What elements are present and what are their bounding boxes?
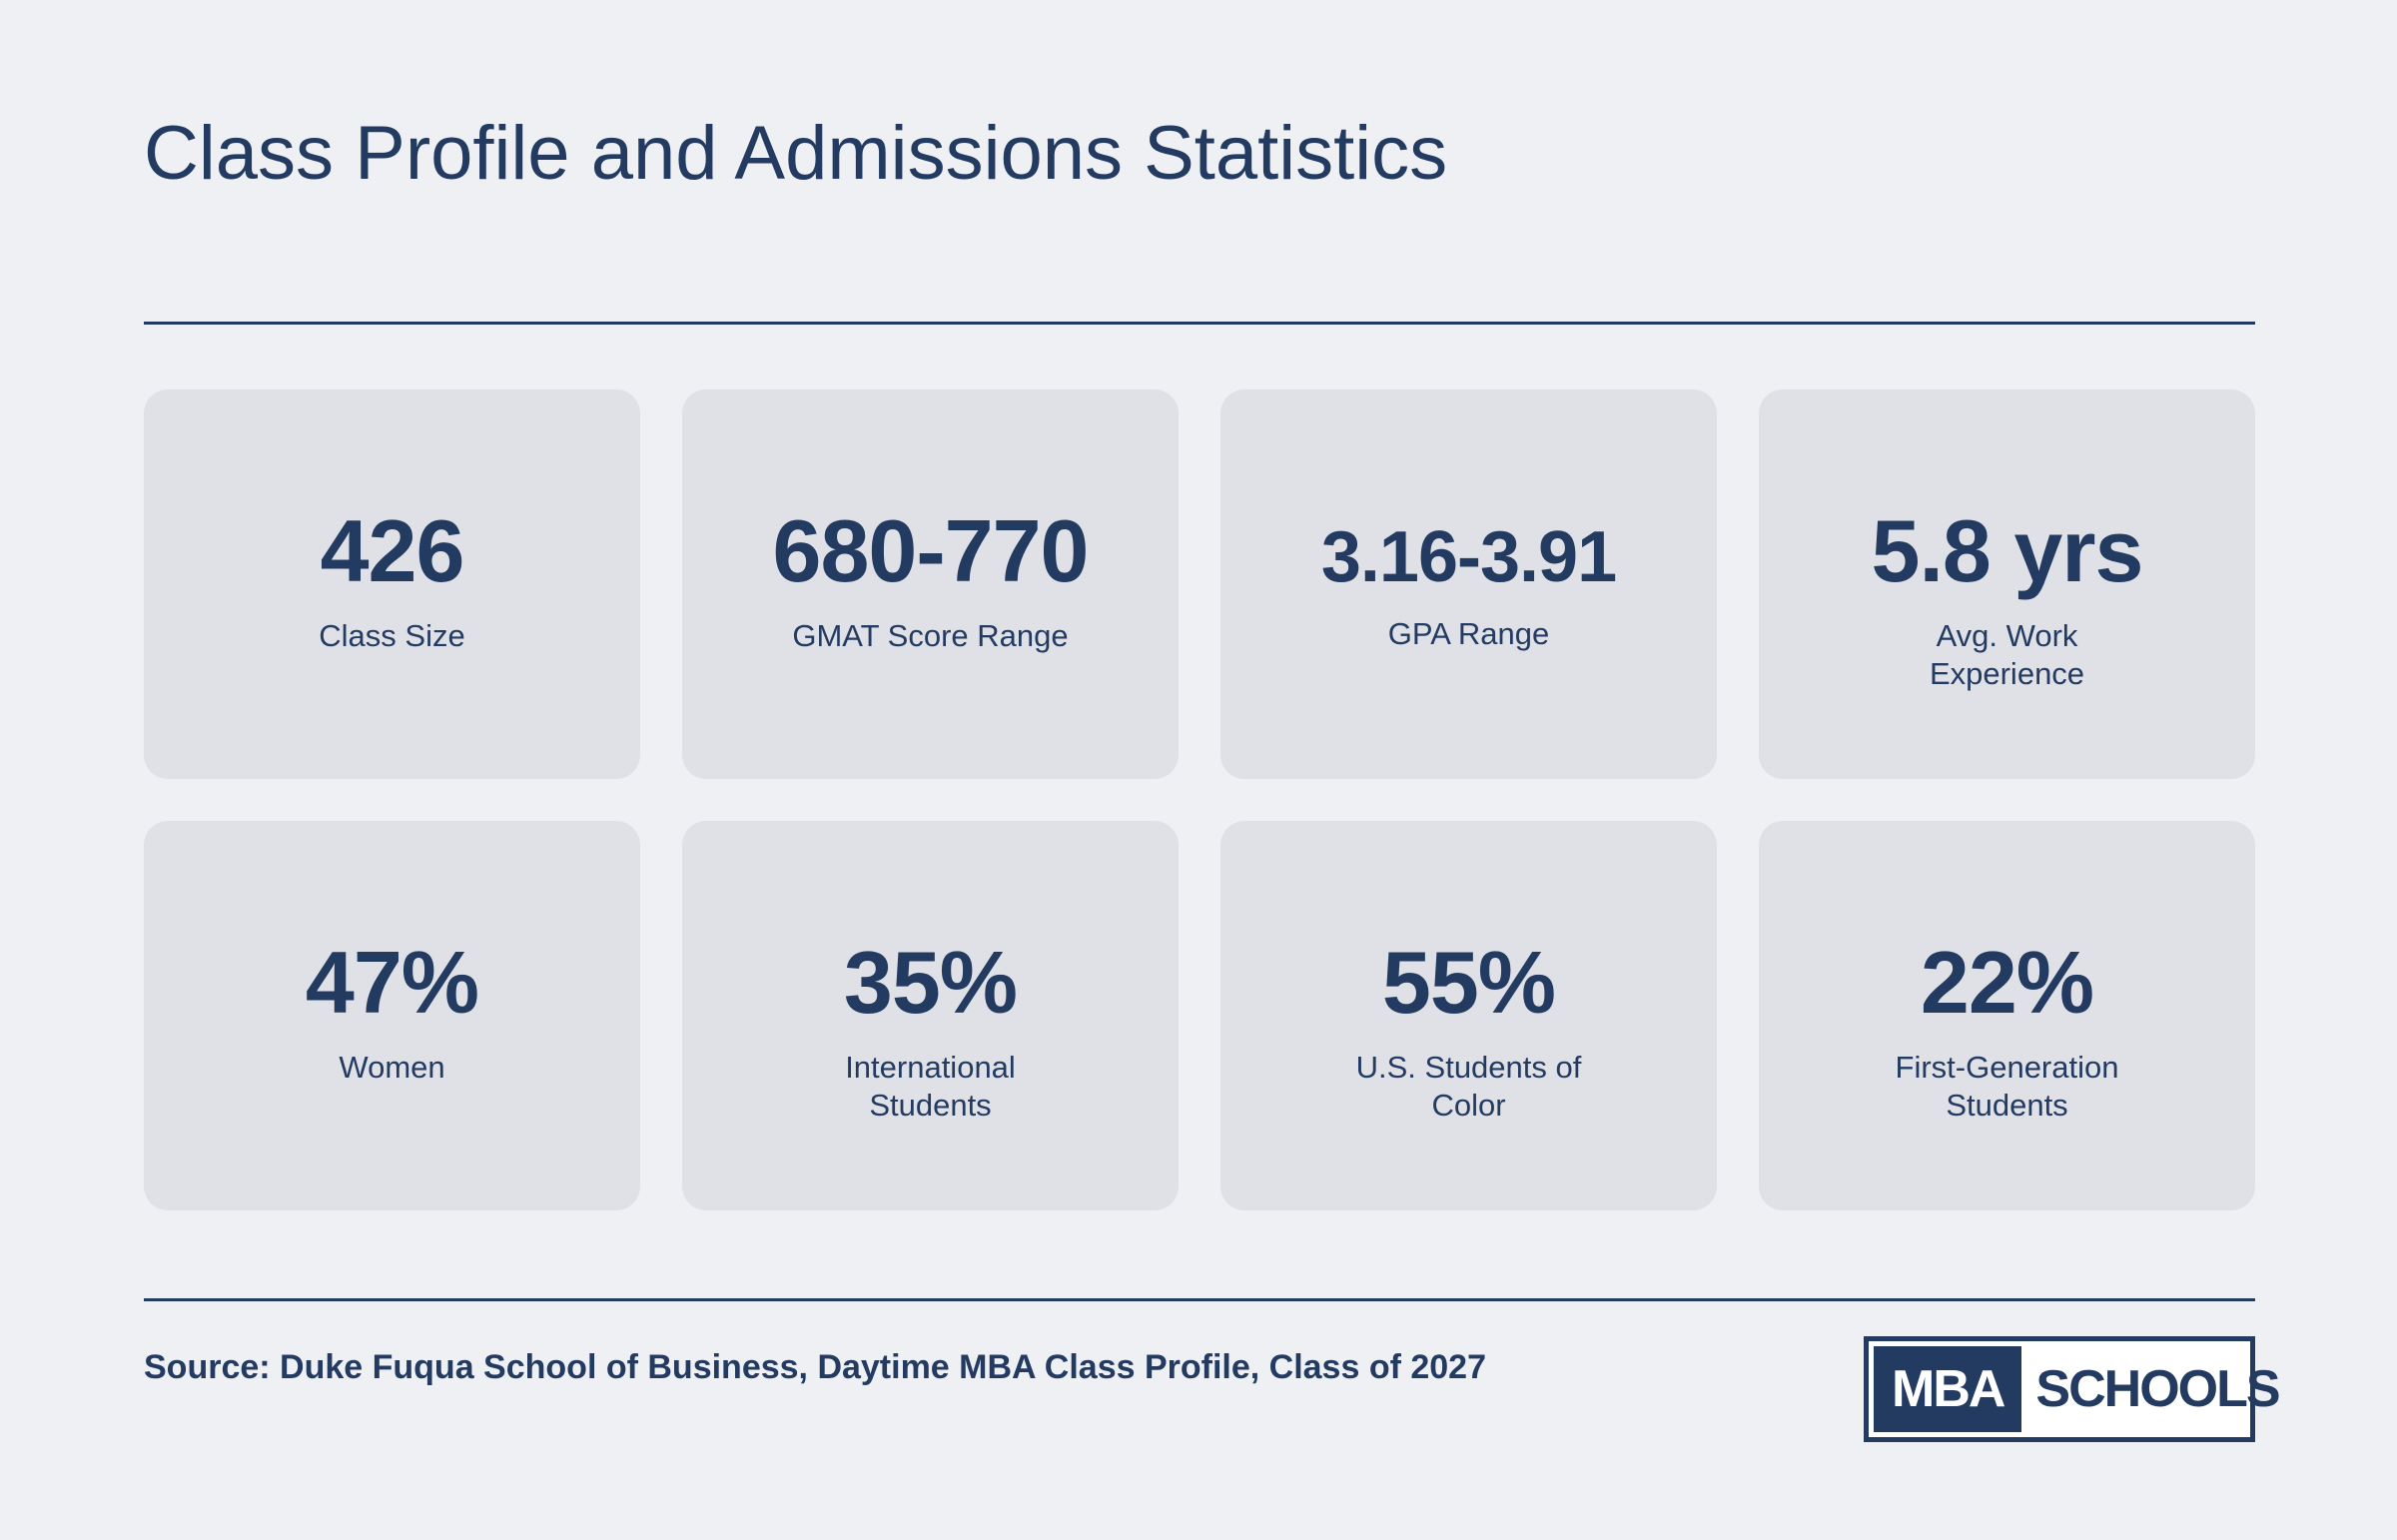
mba-schools-logo: MBA SCHOOLS — [1864, 1336, 2281, 1442]
stat-label: Avg. Work Experience — [1929, 618, 2085, 691]
stat-card-students-of-color: 55% U.S. Students of Color — [1220, 821, 1717, 1210]
stat-card-first-generation: 22% First-Generation Students — [1759, 821, 2255, 1210]
stat-card-women: 47% Women — [144, 821, 640, 1210]
stat-label: GMAT Score Range — [792, 618, 1069, 653]
logo-mba-text: MBA — [1874, 1346, 2022, 1432]
stat-card-international: 35% International Students — [682, 821, 1179, 1210]
logo-schools-text: SCHOOLS — [2035, 1360, 2280, 1418]
stat-value: 35% — [843, 933, 1018, 1032]
stat-value: 47% — [305, 933, 479, 1032]
stat-label: International Students — [845, 1050, 1016, 1123]
stat-value: 5.8 yrs — [1871, 501, 2144, 600]
stat-label: GPA Range — [1387, 616, 1550, 651]
stat-label: First-Generation Students — [1895, 1050, 2119, 1123]
stat-value: 680-770 — [772, 501, 1090, 600]
stat-label: Class Size — [319, 618, 465, 653]
stat-label: Women — [339, 1050, 445, 1085]
stats-grid: 426 Class Size 680-770 GMAT Score Range … — [144, 389, 2255, 1210]
stat-label: U.S. Students of Color — [1355, 1050, 1582, 1123]
stat-card-class-size: 426 Class Size — [144, 389, 640, 779]
source-note: Source: Duke Fuqua School of Business, D… — [144, 1348, 1486, 1386]
page-title: Class Profile and Admissions Statistics — [144, 111, 1448, 196]
stat-card-gmat-range: 680-770 GMAT Score Range — [682, 389, 1179, 779]
bottom-divider — [144, 1298, 2255, 1301]
top-divider — [144, 322, 2255, 325]
stat-card-work-experience: 5.8 yrs Avg. Work Experience — [1759, 389, 2255, 779]
stat-value: 426 — [320, 501, 465, 600]
stat-card-gpa-range: 3.16-3.91 GPA Range — [1220, 389, 1717, 779]
stat-value: 55% — [1381, 933, 1556, 1032]
stat-value: 3.16-3.91 — [1320, 517, 1617, 597]
stat-value: 22% — [1920, 933, 2094, 1032]
